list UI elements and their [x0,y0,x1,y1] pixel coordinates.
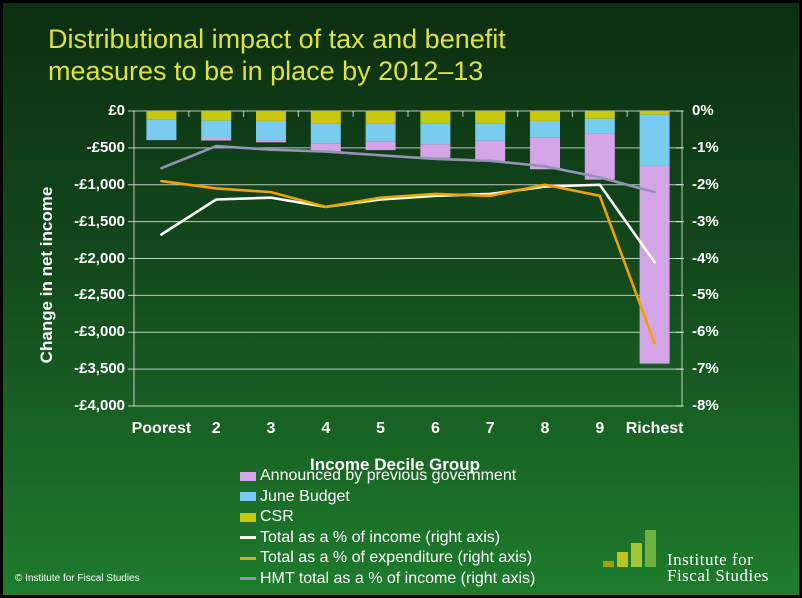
y-axis-tick-label: -£1,500 [74,212,125,230]
bar-segment [584,133,615,180]
bar-segment [146,139,177,141]
bar-segment [365,123,396,142]
y-axis-title: Change in net income [37,186,56,364]
bar-segment [201,120,232,138]
bar-segment [310,123,341,144]
ifs-logo-bar [617,552,628,567]
y-axis-tick-label: -£2,000 [74,249,125,267]
right-axis-tick-label: -2% [692,175,719,193]
right-axis-tick-label: -7% [692,360,719,378]
bar-segment [201,137,232,141]
legend-item: Total as a % of income (right axis) [240,528,535,549]
y-axis-tick-label: -£4,000 [74,397,125,414]
ifs-logo-line-2: Fiscal Studies [667,565,769,585]
line-series [160,179,656,345]
bar-segment [146,111,177,120]
bar-segment [639,111,670,115]
page-title-line-2: measures to be in place by 2012–13 [48,56,484,86]
bar-segment [639,165,670,364]
right-axis-tick-label: 0% [692,102,714,119]
line-series [160,183,656,264]
legend-item-label: Total as a % of expenditure (right axis) [260,549,533,567]
x-axis-category-label: 7 [485,420,495,437]
bar-segment [584,118,615,134]
y-axis-tick-label: £0 [108,102,125,119]
bar-segment [530,120,560,138]
legend-swatch-line [240,536,256,540]
bar-segment [420,111,451,124]
bar-segment [530,137,560,170]
bar-segment [146,119,177,140]
bar-segment [365,111,396,124]
bar-segment [420,144,451,158]
legend-swatch-bar [240,492,256,502]
y-axis-tick-label: -£3,500 [74,360,125,378]
legend-item-label: HMT total as a % of income (right axis) [260,569,536,587]
bar-segment [584,111,615,119]
legend-item-label: Total as a % of income (right axis) [260,528,501,546]
y-axis-tick-label: -£1,000 [74,175,125,193]
x-axis-category-label: 8 [540,420,550,437]
legend-swatch-bar [240,471,256,481]
bar-segment [365,141,396,151]
bar-segment [530,111,560,121]
bar-segment [201,111,232,121]
ifs-logo-bar [645,530,656,567]
right-axis-tick-label: -1% [692,138,719,156]
x-axis-category-label: 2 [211,420,221,437]
right-axis-tick-label: -5% [692,286,719,304]
x-axis-category-label: Poorest [131,420,192,437]
x-axis-category-label: 6 [430,420,440,437]
x-axis-category-label: 5 [376,420,386,437]
legend-item-label: June Budget [260,487,350,505]
ifs-logo-bars-icon [603,529,659,567]
bar-segment [475,140,506,162]
chart-plot [128,110,684,407]
x-axis-category-label: 4 [321,420,331,437]
right-axis-tick-label: -4% [692,249,719,267]
bar-segment [420,123,451,145]
y-axis-tick-label: -£2,500 [74,286,125,304]
right-axis-tick-label: -6% [692,323,719,341]
bar-segment [256,111,286,121]
legend-item: Announced by previous government [240,466,535,487]
legend-item: Total as a % of expenditure (right axis) [240,548,535,569]
bar-segment [256,120,286,141]
x-axis-category-label: 3 [266,420,276,437]
page-title-line-1: Distributional impact of tax and benefit [48,24,506,54]
y-axis-tick-label: -£3,000 [74,323,125,341]
copyright-note: © Institute for Fiscal Studies [15,573,140,584]
bar-segment [310,111,341,124]
legend-swatch-line [240,556,256,560]
ifs-logo-line-1: Institute for [667,550,754,569]
legend-swatch-bar [240,512,256,522]
legend-item-label: CSR [260,508,294,526]
chart-legend: Announced by previous government June Bud… [240,466,535,589]
bar-segment [256,140,286,143]
legend-item: CSR [240,507,535,528]
x-axis-category-label: 9 [595,420,605,437]
legend-item: June Budget [240,487,535,508]
right-axis-tick-label: -3% [692,212,719,230]
bar-segment [639,114,670,166]
ifs-logo-bar [603,561,614,567]
right-axis-tick-label: -8% [692,397,719,414]
y-axis-tick-label: -£500 [86,138,125,156]
x-axis-category-label: Richest [625,420,684,437]
ifs-logo-bar [631,543,642,567]
legend-swatch-line [240,577,256,581]
bar-segment [475,123,506,141]
line-series [160,144,656,194]
bar-segment [475,111,506,124]
x-axis-title: Income Decile Group [309,455,481,474]
page-title: Distributional impact of tax and benefit… [48,23,506,87]
legend-item: HMT total as a % of income (right axis) [240,569,535,590]
ifs-logo-wordmark: Institute for Fiscal Studies [667,550,769,585]
legend-item-label: Announced by previous government [260,467,517,485]
bar-segment [310,143,341,152]
